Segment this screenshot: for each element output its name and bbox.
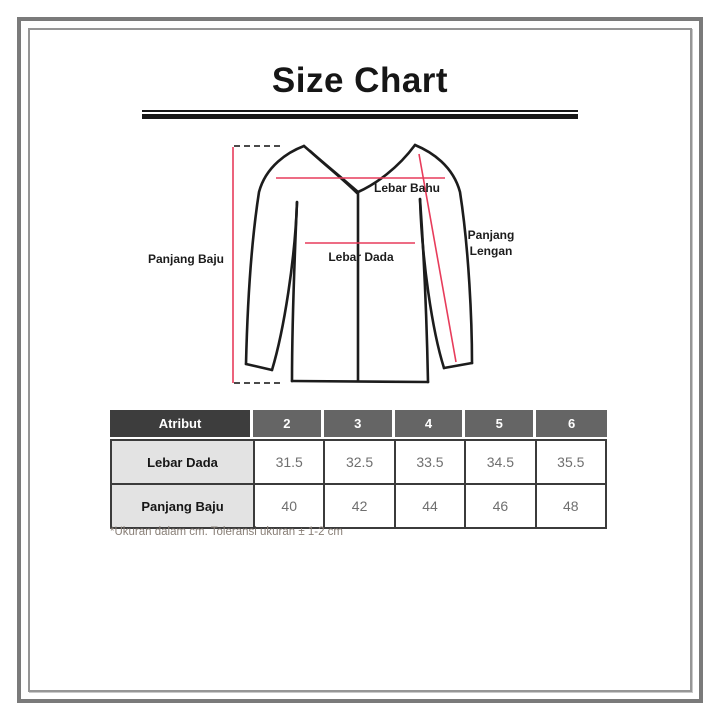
size-table-body: Lebar Dada 31.5 32.5 33.5 34.5 35.5 Panj…	[110, 439, 608, 529]
lebar-dada-label: Lebar Dada	[328, 250, 394, 264]
left-sleeve-outer-edge	[244, 144, 306, 366]
hem-line	[290, 379, 430, 384]
cell-lebar-dada-size3: 32.5	[323, 439, 396, 485]
cell-lebar-dada-size2: 31.5	[252, 439, 326, 485]
neckline-right	[356, 143, 417, 194]
header-cell-size-4: 4	[394, 410, 466, 437]
cell-lebar-dada-size5: 34.5	[464, 439, 537, 485]
measurement-lines	[232, 147, 457, 383]
cell-panjang-baju-size5: 46	[464, 483, 537, 529]
panjang-lengan-label-line2: Lengan	[470, 244, 513, 258]
left-body-edge	[290, 200, 299, 383]
divider-thin-line	[142, 110, 578, 112]
cell-panjang-baju-size4: 44	[393, 483, 467, 529]
header-cell-size-3: 3	[323, 410, 395, 437]
panjang-lengan-line	[418, 153, 457, 363]
panjang-lengan-label-line1: Panjang	[468, 228, 515, 242]
size-table-header-row: Atribut 2 3 4 5 6	[110, 410, 607, 437]
row-label-panjang-baju: Panjang Baju	[110, 483, 255, 529]
table-row-panjang-baju: Panjang Baju 40 42 44 46 48	[110, 483, 608, 529]
cell-lebar-dada-size4: 33.5	[393, 439, 467, 485]
outer-frame	[17, 17, 703, 703]
cell-panjang-baju-size6: 48	[534, 483, 608, 529]
header-cell-size-5: 5	[465, 410, 537, 437]
page-title: Size Chart	[271, 61, 449, 100]
row-label-lebar-dada: Lebar Dada	[110, 439, 255, 485]
cell-lebar-dada-size6: 35.5	[534, 439, 608, 485]
extension-dashes	[234, 145, 283, 384]
lebar-bahu-label: Lebar Bahu	[374, 181, 440, 195]
header-cell-atribut: Atribut	[110, 410, 253, 437]
header-cell-size-2: 2	[253, 410, 324, 437]
title-divider	[142, 110, 578, 119]
cell-panjang-baju-size3: 42	[323, 483, 396, 529]
cell-panjang-baju-size2: 40	[252, 483, 326, 529]
right-sleeve-outer-edge	[413, 143, 474, 365]
garment-outline	[244, 143, 474, 384]
right-sleeve-inner-edge	[418, 197, 446, 370]
size-footnote: *Ukuran dalam cm. Toleransi ukuran ± 1-2…	[110, 526, 343, 538]
panjang-baju-label: Panjang Baju	[148, 252, 224, 266]
left-cuff	[244, 362, 274, 372]
divider-thick-line	[142, 114, 578, 119]
inner-frame	[28, 28, 692, 692]
size-table: Atribut 2 3 4 5 6 Lebar Dada 31.5 32.5 3…	[110, 410, 608, 529]
header-cell-size-6: 6	[536, 410, 607, 437]
right-cuff	[442, 361, 474, 370]
table-row-lebar-dada: Lebar Dada 31.5 32.5 33.5 34.5 35.5	[110, 439, 608, 485]
neckline-left-inner	[308, 149, 359, 195]
